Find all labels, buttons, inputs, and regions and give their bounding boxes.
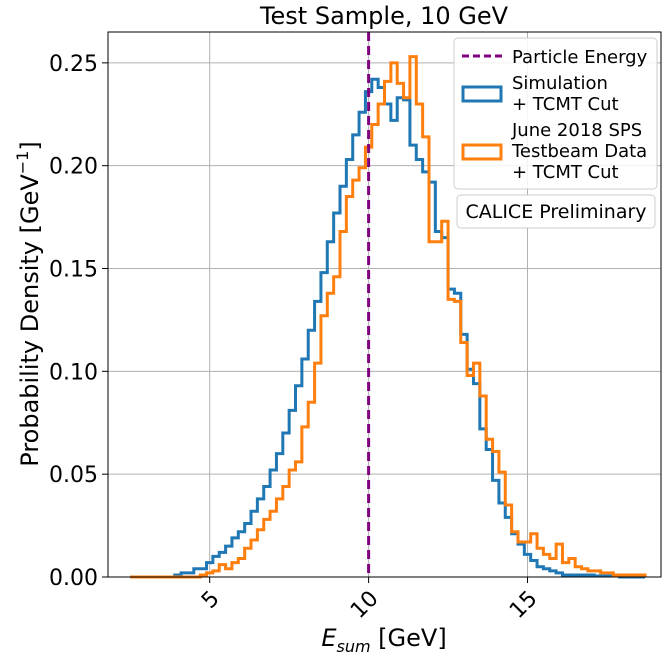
annotation-text: CALICE Preliminary — [465, 201, 646, 223]
legend: Particle Energy Simulation + TCMT Cut Jun… — [453, 37, 658, 190]
calice-preliminary-box: CALICE Preliminary — [456, 194, 656, 229]
legend-box — [453, 37, 658, 190]
y-tick-label: 0.20 — [49, 155, 98, 180]
y-tick-label: 0.10 — [49, 360, 98, 385]
legend-swatch-simulation — [461, 85, 503, 103]
axis-ticks: 0.000.050.100.150.200.255 10 15 — [49, 52, 542, 624]
x-axis-title: Esum [GeV] — [321, 624, 446, 656]
y-tick-label: 0.25 — [49, 52, 98, 77]
y-tick-label: 0.05 — [49, 463, 98, 488]
chart-title: Test Sample, 10 GeV — [259, 2, 509, 30]
legend-label-particle-energy: Particle Energy — [512, 47, 648, 68]
annotation-box — [456, 194, 656, 229]
plot-frame — [107, 31, 662, 578]
legend-label-simulation: Simulation + TCMT Cut — [512, 73, 619, 115]
legend-swatch-testbeam-data — [461, 143, 503, 161]
legend-label-testbeam-data: June 2018 SPS Testbeam Data + TCMT Cut — [511, 120, 647, 183]
y-tick-label: 0.15 — [49, 258, 98, 283]
histogram-series-testbeam-data — [130, 55, 647, 579]
histogram-series — [130, 55, 647, 579]
y-tick-label: 0.00 — [49, 566, 98, 591]
y-axis-title: Probability Density [GeV−1] — [13, 141, 44, 466]
